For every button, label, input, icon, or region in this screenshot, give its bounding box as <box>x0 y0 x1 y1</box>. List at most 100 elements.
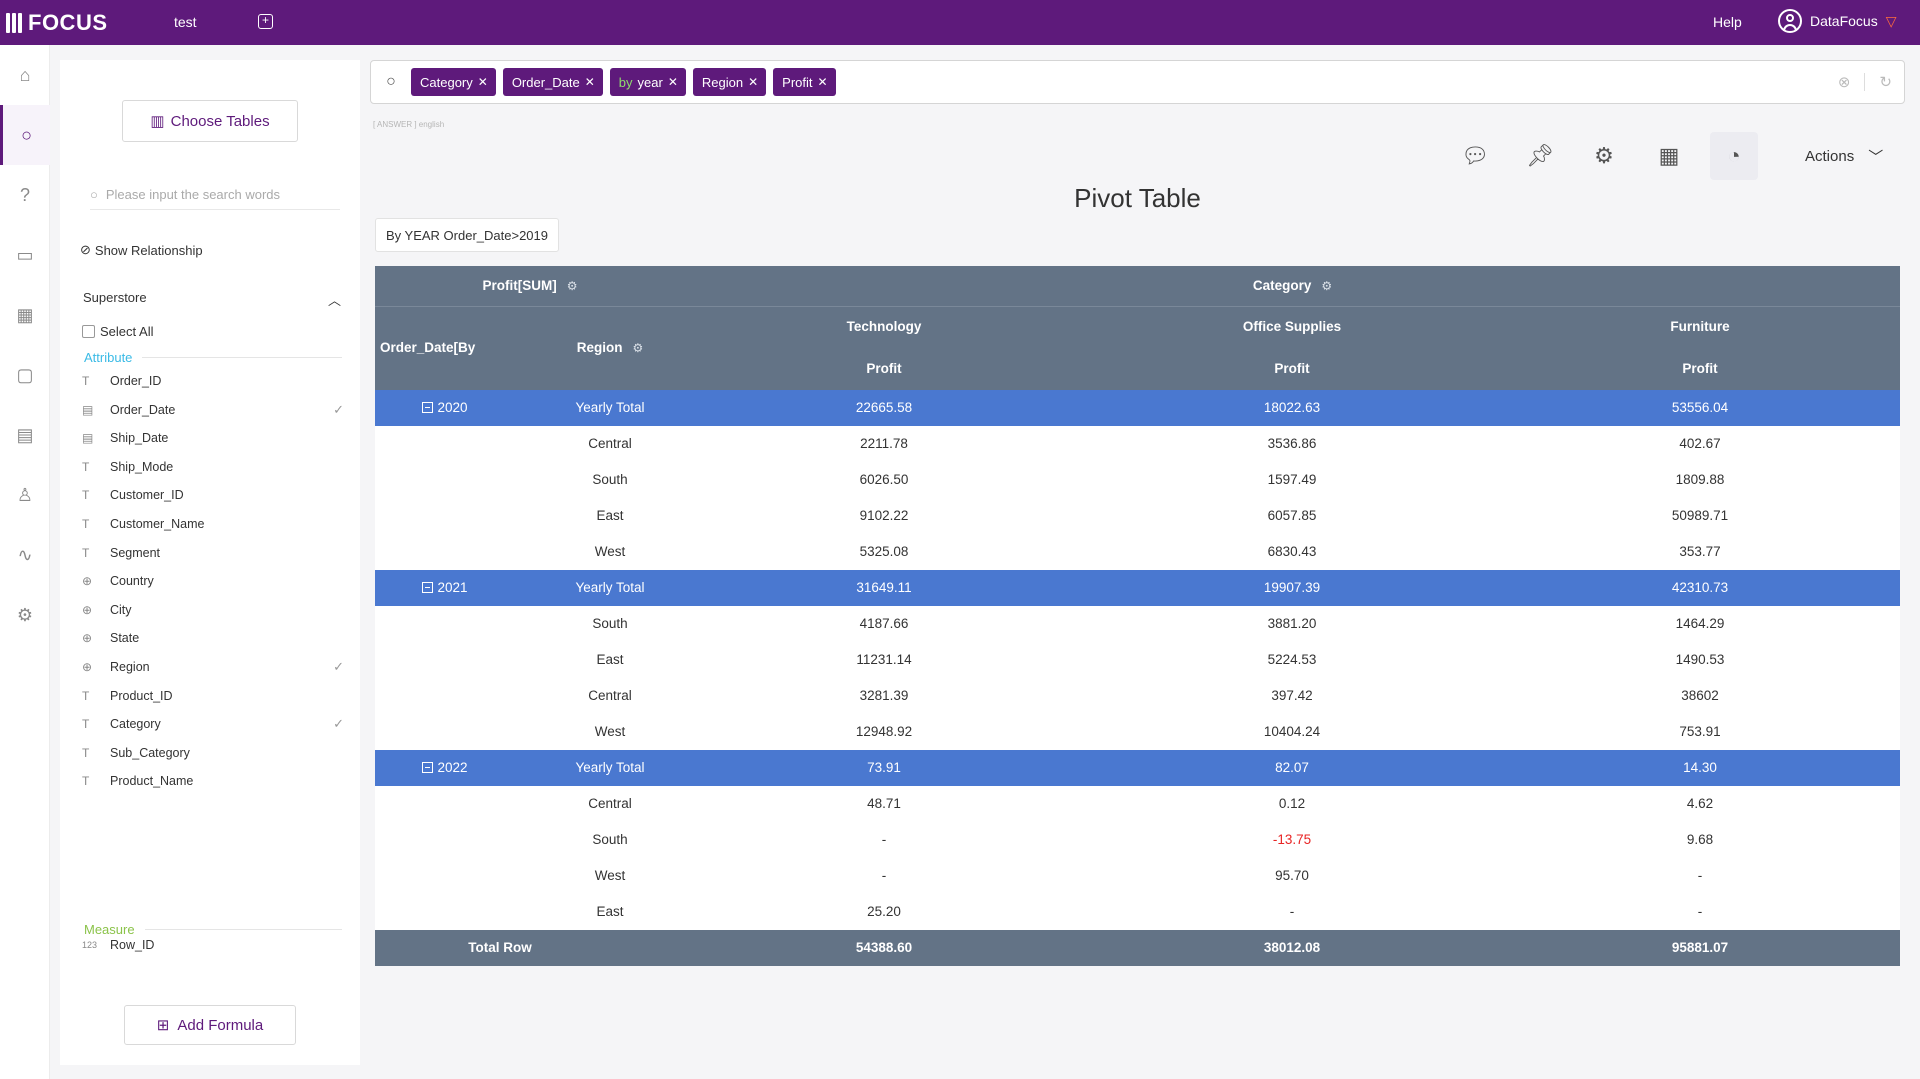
person-icon[interactable]: ♙ <box>16 484 34 505</box>
field-item[interactable]: ⊕ State <box>82 628 344 648</box>
dashboard-icon[interactable]: ▭ <box>16 244 34 265</box>
gear-icon[interactable]: ⚙ <box>1321 279 1333 293</box>
show-relationship-link[interactable]: ⊘ Show Relationship <box>80 242 203 258</box>
value-cell: 11231.14 <box>856 652 912 667</box>
add-formula-button[interactable]: ⊞ Add Formula <box>124 1005 296 1045</box>
field-item[interactable]: T Customer_ID <box>82 485 344 505</box>
search-token[interactable]: Order_Date ✕ <box>502 68 603 96</box>
add-tab-icon[interactable]: + <box>258 14 273 29</box>
field-item[interactable]: T Ship_Mode <box>82 457 344 477</box>
tab-test[interactable]: test <box>174 14 197 30</box>
question-icon[interactable]: ? <box>19 184 30 205</box>
date-icon: ▤ <box>82 431 94 446</box>
link-icon: ⊘ <box>80 242 91 257</box>
logo[interactable]: FOCUS <box>6 0 108 45</box>
choose-tables-button[interactable]: ▥ Choose Tables <box>122 100 298 142</box>
field-item[interactable]: T Customer_Name <box>82 514 344 534</box>
refresh-icon[interactable]: ↻ <box>1879 74 1892 91</box>
home-icon[interactable]: ⌂ <box>19 64 31 85</box>
column-field-header: Category ⚙ <box>1252 278 1333 293</box>
field-name: Product_Name <box>110 774 194 789</box>
close-icon[interactable]: ✕ <box>667 75 678 89</box>
value-cell: 1597.49 <box>1267 472 1317 487</box>
select-all-label: Select All <box>100 324 154 339</box>
help-link[interactable]: Help <box>1713 14 1742 30</box>
user-menu[interactable]: DataFocus ▽ <box>1778 9 1896 33</box>
search-nav-icon[interactable]: ○ <box>0 105 50 165</box>
gear-icon[interactable]: ⚙ <box>566 279 578 293</box>
table-icon[interactable]: ▦ <box>16 304 34 325</box>
grand-total-cell: 54388.60 <box>855 940 913 955</box>
measure-label: Measure <box>84 922 135 937</box>
clipboard-icon[interactable]: ▤ <box>16 424 34 445</box>
value-cell: 9.68 <box>1686 832 1714 847</box>
value-cell: 31649.11 <box>856 580 912 595</box>
collapse-icon[interactable] <box>422 762 434 773</box>
field-item[interactable]: T Sub_Category <box>82 743 344 763</box>
search-token[interactable]: Region ✕ <box>692 68 767 96</box>
field-name: City <box>110 602 132 617</box>
field-item[interactable]: ⊕ City <box>82 600 344 620</box>
grand-total-row: Total Row 54388.60 38012.08 95881.07 <box>375 930 1900 966</box>
value-header: Profit <box>1274 361 1310 376</box>
field-item[interactable]: T Product_ID <box>82 686 344 706</box>
search-token[interactable]: by year ✕ <box>609 68 686 96</box>
total-label-cell: Yearly Total <box>575 580 645 595</box>
value-header: Profit <box>866 361 902 376</box>
field-item[interactable]: ⊕ Region ✓ <box>82 657 344 677</box>
field-item[interactable]: T Order_ID <box>82 371 344 391</box>
year-cell[interactable]: 2020 <box>375 390 515 426</box>
comment-icon[interactable]: 💬︎ <box>1461 143 1489 168</box>
number-icon: 123 <box>82 940 98 950</box>
globe-icon: ⊕ <box>82 574 93 589</box>
value-cell: 19907.39 <box>1263 580 1321 595</box>
year-cell[interactable]: 2022 <box>375 750 515 786</box>
value-cell: 38602 <box>1681 688 1719 703</box>
search-token[interactable]: Profit ✕ <box>773 68 836 96</box>
value-cell: 402.67 <box>1679 436 1721 451</box>
pin-icon[interactable]: 📌︎ <box>1526 143 1554 168</box>
field-item[interactable]: T Segment <box>82 543 344 563</box>
value-cell: 353.77 <box>1679 544 1721 559</box>
table-view-icon[interactable]: ▦ <box>1658 143 1680 168</box>
value-cell: - <box>1697 868 1703 883</box>
table-name: Superstore <box>83 290 147 305</box>
field-item[interactable]: T Category ✓ <box>82 714 344 734</box>
field-item[interactable]: ⊕ Country <box>82 571 344 591</box>
field-search-input[interactable]: ○ Please input the search words <box>90 180 340 210</box>
field-item[interactable]: T Product_Name <box>82 771 344 791</box>
close-icon[interactable]: ✕ <box>477 75 488 89</box>
region-row: Central 3281.39 397.42 38602 <box>375 678 1900 714</box>
yearly-total-row: 2022 Yearly Total 73.91 82.07 14.30 <box>375 750 1900 786</box>
filter-chip[interactable]: By YEAR Order_Date>2019 <box>375 218 559 252</box>
actions-dropdown[interactable]: Actions ﹀ <box>1805 146 1883 167</box>
query-search-bar[interactable]: ○ Category ✕ Order_Date ✕ by year ✕ Region ✕ Prof… <box>370 60 1905 104</box>
clear-icon[interactable]: ⊗ <box>1837 74 1851 91</box>
collapse-icon[interactable] <box>422 402 434 413</box>
checkbox-icon <box>82 325 95 338</box>
field-name: Country <box>110 574 154 589</box>
search-token[interactable]: Category ✕ <box>411 68 496 96</box>
pulse-icon[interactable]: ∿ <box>17 544 33 565</box>
field-item[interactable]: ▤ Ship_Date <box>82 428 344 448</box>
top-bar: FOCUS test + Help DataFocus ▽ <box>0 0 1920 45</box>
gear-icon[interactable]: ⚙ <box>632 341 644 355</box>
select-all-checkbox[interactable]: Select All <box>82 324 153 339</box>
grand-total-cell: 38012.08 <box>1263 940 1321 955</box>
settings-nav-icon[interactable]: ⚙ <box>16 604 34 625</box>
settings-icon[interactable]: ⚙ <box>1594 143 1614 168</box>
value-cell: 753.91 <box>1679 724 1721 739</box>
table-header-superstore[interactable]: Superstore ︿ <box>83 290 341 309</box>
close-icon[interactable]: ✕ <box>584 75 595 89</box>
chart-type-icon[interactable]: ◔ <box>1710 132 1758 180</box>
logo-icon <box>6 12 22 33</box>
folder-icon[interactable]: ▢ <box>16 364 34 385</box>
field-item[interactable]: ▤ Order_Date ✓ <box>82 400 344 420</box>
field-item[interactable]: 123 Row_ID <box>82 935 344 955</box>
close-icon[interactable]: ✕ <box>817 75 828 89</box>
close-icon[interactable]: ✕ <box>748 75 759 89</box>
region-cell: West <box>594 724 626 739</box>
year-cell[interactable]: 2021 <box>375 570 515 606</box>
value-cell: 50989.71 <box>1671 508 1729 523</box>
collapse-icon[interactable] <box>422 582 434 593</box>
